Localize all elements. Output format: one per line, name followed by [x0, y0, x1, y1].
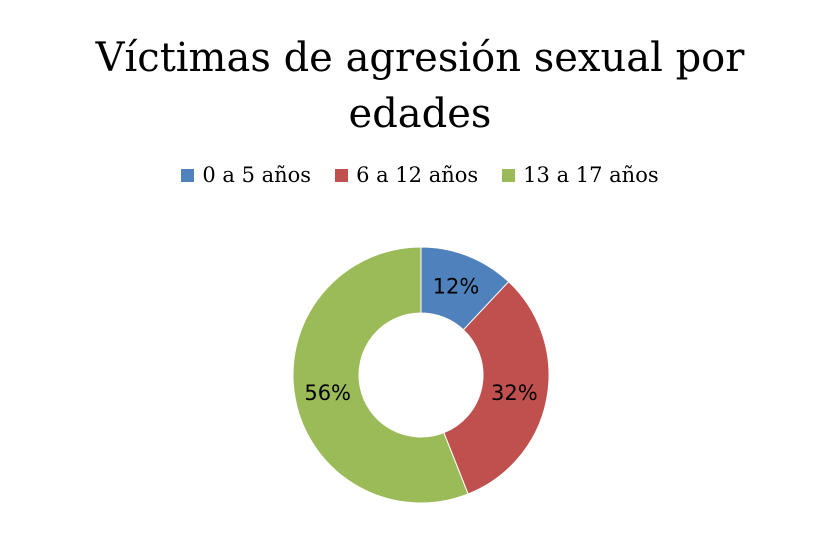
legend-label-6-12: 6 a 12 años: [356, 163, 479, 187]
legend-swatch-6-12: [335, 168, 349, 182]
chart-title-line-1: Víctimas de agresión sexual por: [95, 35, 745, 81]
chart-legend: 0 a 5 años 6 a 12 años 13 a 17 años: [0, 163, 840, 187]
legend-item-0-5: 0 a 5 años: [181, 163, 311, 187]
legend-swatch-0-5: [181, 168, 195, 182]
chart-title-line-2: edades: [348, 91, 492, 137]
data-label-0-5: 12%: [433, 275, 480, 299]
legend-label-13-17: 13 a 17 años: [523, 163, 659, 187]
legend-label-0-5: 0 a 5 años: [202, 163, 312, 187]
slice-6-12: [443, 280, 550, 495]
legend-item-13-17: 13 a 17 años: [502, 163, 659, 187]
data-label-13-17: 56%: [304, 381, 351, 405]
legend-swatch-13-17: [502, 168, 516, 182]
slice-13-17: [292, 246, 469, 504]
chart-title: Víctimas de agresión sexual por edades: [0, 30, 840, 142]
legend-item-6-12: 6 a 12 años: [335, 163, 478, 187]
data-label-6-12: 32%: [491, 381, 538, 405]
